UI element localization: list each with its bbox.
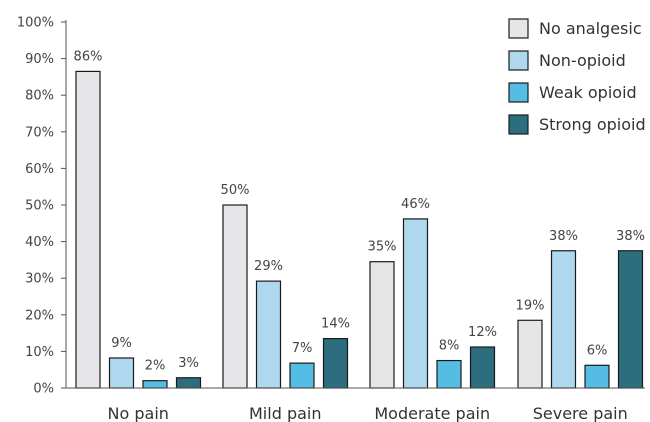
- data-label: 8%: [439, 339, 460, 354]
- bar: [108, 357, 135, 389]
- y-tick-label: 10%: [25, 345, 54, 360]
- y-tick-label: 20%: [25, 308, 54, 323]
- data-label: 86%: [74, 49, 103, 64]
- x-tick-label: Mild pain: [249, 404, 321, 422]
- bar: [75, 70, 101, 389]
- legend-item: Non-opioid: [508, 50, 626, 71]
- legend-item: Strong opioid: [508, 114, 646, 135]
- bar: [369, 261, 395, 389]
- legend-swatch: [508, 114, 529, 135]
- y-axis: 0% 10% 20% 30% 40% 50% 60% 70% 80% 90% 100%: [17, 16, 67, 397]
- data-label: 35%: [368, 240, 397, 255]
- data-label: 50%: [221, 183, 250, 198]
- data-label: 7%: [292, 341, 313, 356]
- legend-swatch: [508, 82, 529, 103]
- y-tick-label: 70%: [25, 125, 54, 140]
- data-label: 12%: [468, 325, 497, 340]
- y-tick-label: 60%: [25, 162, 54, 177]
- y-tick-label: 100%: [17, 16, 54, 31]
- data-label: 46%: [401, 197, 430, 212]
- data-label: 9%: [111, 336, 132, 351]
- data-label: 3%: [178, 356, 199, 371]
- y-tick-label: 50%: [25, 199, 54, 214]
- data-label: 38%: [549, 229, 578, 244]
- x-tick-label: No pain: [108, 404, 169, 422]
- bar: [436, 359, 462, 389]
- bar: [617, 250, 644, 389]
- x-axis: No pain Mild pain Moderate pain Severe pain: [66, 387, 645, 422]
- data-labels: 86% 9% 2% 3% 50% 29% 7% 14% 35% 46% 8% 12% 19% 38% 6% 3…: [74, 49, 645, 373]
- x-tick-label: Severe pain: [533, 404, 628, 422]
- bar: [402, 218, 429, 389]
- bar: [255, 280, 282, 389]
- legend-item: No analgesic: [508, 18, 642, 39]
- bar: [469, 346, 496, 389]
- legend-label: Weak opioid: [539, 83, 637, 102]
- legend-swatch: [508, 50, 529, 71]
- bar: [584, 364, 610, 389]
- legend-label: Strong opioid: [539, 115, 646, 134]
- legend-item: Weak opioid: [508, 82, 637, 103]
- bar: [142, 380, 168, 389]
- data-label: 19%: [516, 298, 545, 313]
- data-label: 14%: [321, 317, 350, 332]
- y-tick-label: 0%: [33, 382, 54, 397]
- data-label: 6%: [587, 343, 608, 358]
- bar: [550, 250, 577, 389]
- y-tick-label: 80%: [25, 89, 54, 104]
- legend-label: Non-opioid: [539, 51, 626, 70]
- legend: No analgesic Non-opioid Weak opioid Strong …: [508, 18, 646, 135]
- bar: [517, 319, 543, 389]
- bar: [289, 362, 315, 389]
- data-label: 2%: [145, 359, 166, 374]
- y-tick-label: 40%: [25, 235, 54, 250]
- bar: [322, 337, 349, 389]
- legend-swatch: [508, 18, 529, 39]
- legend-label: No analgesic: [539, 19, 642, 38]
- bar: [222, 204, 248, 389]
- data-label: 29%: [254, 259, 283, 274]
- x-tick-label: Moderate pain: [374, 404, 490, 422]
- data-label: 38%: [616, 229, 645, 244]
- y-tick-label: 30%: [25, 272, 54, 287]
- y-tick-label: 90%: [25, 52, 54, 67]
- bar: [175, 377, 202, 389]
